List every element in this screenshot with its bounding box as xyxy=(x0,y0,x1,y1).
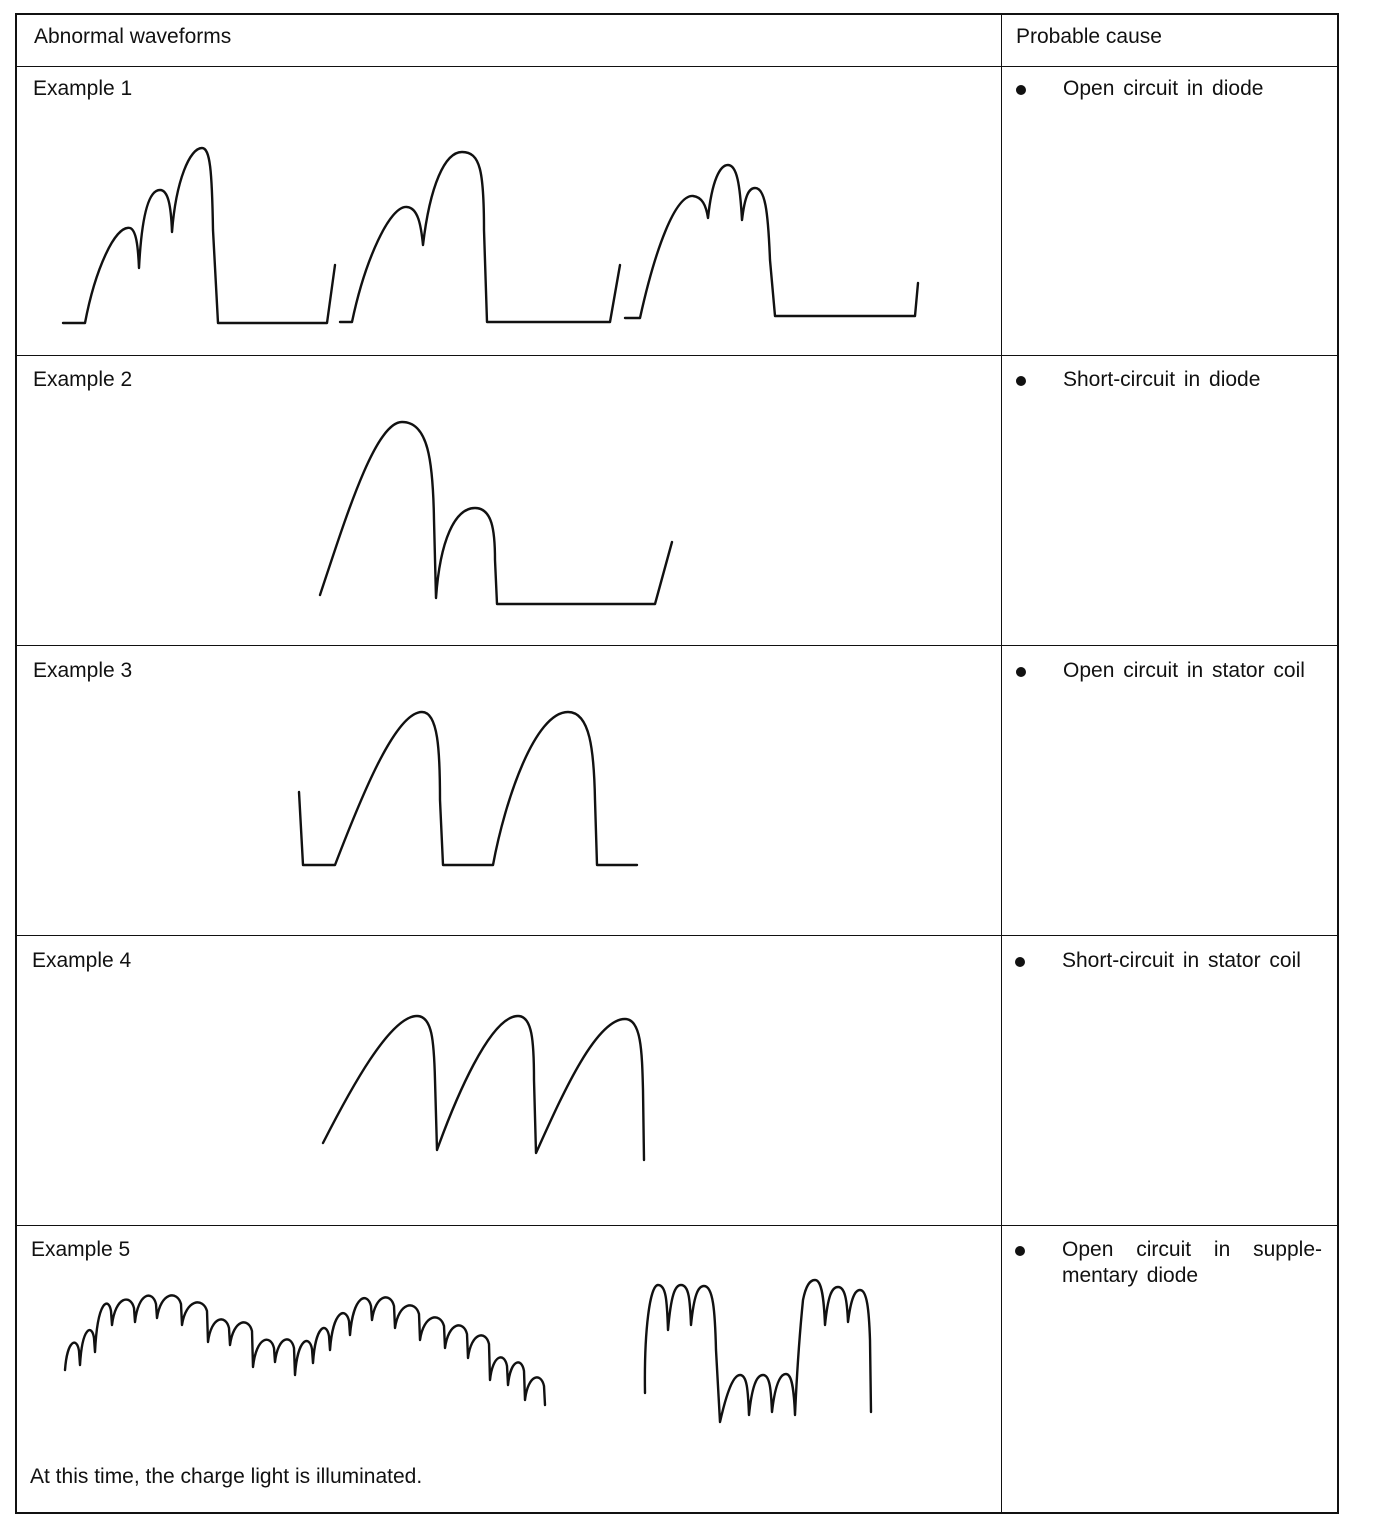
waveform-example-1c xyxy=(623,163,920,320)
example-label: Example 5 xyxy=(31,1238,131,1261)
waveform-example-1a xyxy=(61,146,337,325)
waveform-table xyxy=(15,13,1339,1514)
header-cause: Probable cause xyxy=(1016,25,1162,48)
column-divider xyxy=(1001,15,1002,1512)
bullet-icon xyxy=(1016,376,1026,386)
row-divider xyxy=(17,355,1337,356)
example-label: Example 1 xyxy=(33,77,133,100)
row-divider xyxy=(17,935,1337,936)
cause-text: Open circuit in supple-mentary diode xyxy=(1062,1238,1322,1287)
header-divider xyxy=(17,66,1337,67)
cause-text: Open circuit in stator coil xyxy=(1063,659,1305,682)
bullet-icon xyxy=(1015,957,1025,967)
waveform-example-5a xyxy=(63,1294,547,1407)
waveform-example-2 xyxy=(318,420,674,606)
example-note: At this time, the charge light is illumi… xyxy=(30,1465,423,1488)
bullet-icon xyxy=(1016,85,1026,95)
cause-text: Short-circuit in stator coil xyxy=(1062,949,1301,972)
waveform-example-5b xyxy=(643,1278,873,1424)
waveform-example-4 xyxy=(321,1014,646,1162)
example-label: Example 4 xyxy=(32,949,132,972)
example-label: Example 2 xyxy=(33,368,133,391)
cause-text: Open circuit in diode xyxy=(1063,77,1264,100)
example-label: Example 3 xyxy=(33,659,133,682)
bullet-icon xyxy=(1015,1246,1025,1256)
row-divider xyxy=(17,645,1337,646)
waveform-example-1b xyxy=(338,150,622,324)
cause-text: Short-circuit in diode xyxy=(1063,368,1261,391)
bullet-icon xyxy=(1016,667,1026,677)
header-waveforms: Abnormal waveforms xyxy=(34,25,232,48)
row-divider xyxy=(17,1225,1337,1226)
waveform-example-3 xyxy=(297,710,639,867)
